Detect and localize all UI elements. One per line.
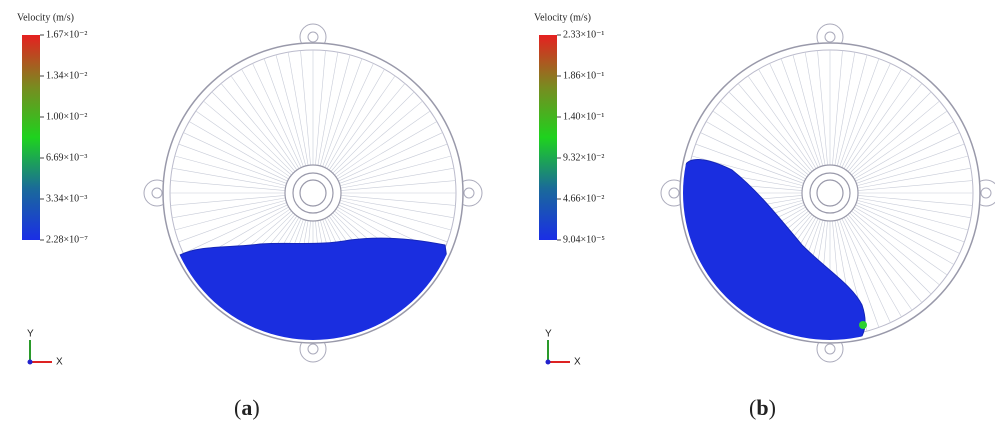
axis-x-label: X — [56, 357, 63, 368]
axis-x-label: X — [574, 357, 581, 368]
figure: Velocity (m/s) 1.67×10⁻² 1.34×10⁻² 1.00×10⁻… — [0, 0, 995, 428]
caption: (a) — [234, 395, 260, 420]
colorbar-label: 2.33×10⁻¹ — [563, 29, 604, 40]
colorbar-label: 1.40×10⁻¹ — [563, 111, 604, 122]
axis-y-label: Y — [27, 329, 34, 340]
colorbar-label: 6.69×10⁻³ — [46, 152, 87, 163]
colorbar-label: 1.34×10⁻² — [46, 70, 87, 81]
colorbar-title: Velocity (m/s) — [534, 12, 591, 23]
lug-hole — [464, 188, 474, 198]
axis-origin — [546, 360, 551, 365]
axis-y-label: Y — [545, 329, 552, 340]
colorbar-label: 2.28×10⁻⁷ — [46, 234, 88, 245]
caption-close: ) — [252, 395, 259, 420]
colorbar-label: 3.34×10⁻³ — [46, 193, 87, 204]
hub — [817, 180, 843, 206]
panel: Velocity (m/s) 1.67×10⁻² 1.34×10⁻² 1.00×10⁻… — [17, 12, 482, 420]
colorbar-label: 4.66×10⁻² — [563, 193, 604, 204]
colorbar-label: 1.67×10⁻² — [46, 29, 87, 40]
lug-hole — [152, 188, 162, 198]
axis-origin — [28, 360, 33, 365]
colorbar-label: 1.00×10⁻² — [46, 111, 87, 122]
lug-hole — [669, 188, 679, 198]
colorbar-label: 9.32×10⁻² — [563, 152, 604, 163]
caption-close: ) — [769, 395, 776, 420]
colorbar-label: 1.86×10⁻¹ — [563, 70, 604, 81]
colorbar — [22, 35, 40, 240]
lug-hole — [308, 32, 318, 42]
colorbar-title: Velocity (m/s) — [17, 12, 74, 23]
colorbar — [539, 35, 557, 240]
hub — [300, 180, 326, 206]
panel: Velocity (m/s) 2.33×10⁻¹ 1.86×10⁻¹ 1.40×10⁻… — [534, 12, 995, 420]
caption-label: a — [241, 395, 252, 420]
colorbar-label: 9.04×10⁻⁵ — [563, 234, 605, 245]
lug-hole — [308, 344, 318, 354]
fast-particle — [859, 321, 867, 329]
caption-open: ( — [234, 395, 241, 420]
lug-hole — [825, 32, 835, 42]
particles — [160, 238, 470, 420]
lug-hole — [825, 344, 835, 354]
caption-label: b — [756, 395, 768, 420]
lug-hole — [981, 188, 991, 198]
caption-open: ( — [749, 395, 756, 420]
caption: (b) — [749, 395, 776, 420]
